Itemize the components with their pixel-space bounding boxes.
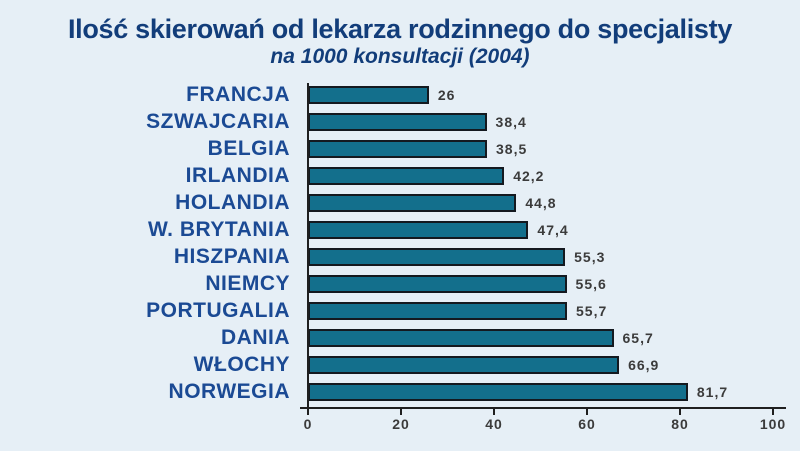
bar-plot-area: 55,7 <box>308 297 800 324</box>
value-label: 26 <box>437 86 456 103</box>
x-axis-tick <box>772 409 774 415</box>
x-axis-tick <box>586 409 588 415</box>
bar <box>308 85 429 104</box>
bar-row: HISZPANIA 55,3 <box>0 243 800 270</box>
x-axis-line <box>300 407 786 409</box>
bar <box>308 247 566 266</box>
category-label: W. BRYTANIA <box>148 217 290 241</box>
bar-plot-area: 65,7 <box>308 324 800 351</box>
bar <box>308 355 620 374</box>
bar-plot-area: 47,4 <box>308 216 800 243</box>
bar-plot-area: 66,9 <box>308 351 800 378</box>
category-label: HISZPANIA <box>173 244 290 268</box>
value-label: 81,7 <box>696 383 729 400</box>
value-label: 38,4 <box>495 113 527 130</box>
bar-row: SZWAJCARIA 38,4 <box>0 108 800 135</box>
bar-rows: FRANCJA 26 SZWAJCARIA 38,4 BELGIA 38,5 IRLANDI… <box>0 81 800 405</box>
category-label: BELGIA <box>207 136 290 160</box>
bar-plot-area: 38,5 <box>308 135 800 162</box>
chart-subtitle: na 1000 konsultacji (2004) <box>270 45 530 68</box>
bar <box>308 301 567 320</box>
bar-plot-area: 55,3 <box>308 243 800 270</box>
value-label: 55,6 <box>575 275 607 292</box>
value-label: 44,8 <box>525 194 557 211</box>
bar-row: W. BRYTANIA 47,4 <box>0 216 800 243</box>
category-label: DANIA <box>221 325 290 349</box>
value-label: 55,7 <box>576 302 608 319</box>
bar <box>308 139 488 158</box>
bar-row: WŁOCHY 66,9 <box>0 351 800 378</box>
x-axis-tick-label: 100 <box>759 416 787 432</box>
value-label: 66,9 <box>628 356 660 373</box>
bar <box>308 112 487 131</box>
bar <box>308 328 614 347</box>
bar-row: DANIA 65,7 <box>0 324 800 351</box>
category-label: IRLANDIA <box>185 163 290 187</box>
x-axis-tick-label: 80 <box>671 416 689 432</box>
x-axis-tick <box>400 409 402 415</box>
bar-plot-area: 26 <box>308 81 800 108</box>
value-label: 65,7 <box>622 329 654 346</box>
bar-row: BELGIA 38,5 <box>0 135 800 162</box>
bar-row: NORWEGIA 81,7 <box>0 378 800 405</box>
bar <box>308 382 688 401</box>
category-label: NORWEGIA <box>168 379 290 403</box>
category-label: HOLANDIA <box>175 190 290 214</box>
x-axis-tick <box>493 409 495 415</box>
bar <box>308 193 517 212</box>
bar <box>308 166 505 185</box>
bar-row: HOLANDIA 44,8 <box>0 189 800 216</box>
bar-plot-area: 55,6 <box>308 270 800 297</box>
value-label: 47,4 <box>537 221 569 238</box>
bar-plot-area: 42,2 <box>308 162 800 189</box>
x-axis-tick-label: 0 <box>303 416 313 432</box>
x-axis: 0 20 40 60 80 100 <box>300 405 800 433</box>
y-axis-line <box>307 83 309 409</box>
x-axis-tick <box>307 409 309 415</box>
bar-chart: FRANCJA 26 SZWAJCARIA 38,4 BELGIA 38,5 IRLANDI… <box>0 81 800 433</box>
value-label: 42,2 <box>513 167 545 184</box>
x-axis-tick <box>679 409 681 415</box>
category-label: PORTUGALIA <box>146 298 290 322</box>
x-axis-tick-label: 20 <box>392 416 410 432</box>
category-label: SZWAJCARIA <box>146 109 290 133</box>
category-label: WŁOCHY <box>193 352 290 376</box>
x-axis-tick-label: 40 <box>485 416 503 432</box>
bar <box>308 274 567 293</box>
category-label: NIEMCY <box>205 271 290 295</box>
category-label: FRANCJA <box>186 82 290 106</box>
value-label: 38,5 <box>496 140 528 157</box>
bar-row: NIEMCY 55,6 <box>0 270 800 297</box>
bar-row: FRANCJA 26 <box>0 81 800 108</box>
x-axis-tick-label: 60 <box>578 416 596 432</box>
bar-plot-area: 38,4 <box>308 108 800 135</box>
bar-row: PORTUGALIA 55,7 <box>0 297 800 324</box>
bar-row: IRLANDIA 42,2 <box>0 162 800 189</box>
bar-plot-area: 81,7 <box>308 378 800 405</box>
chart-title: Ilość skierowań od lekarza rodzinnego do… <box>67 14 733 44</box>
bar-plot-area: 44,8 <box>308 189 800 216</box>
bar <box>308 220 529 239</box>
value-label: 55,3 <box>574 248 606 265</box>
